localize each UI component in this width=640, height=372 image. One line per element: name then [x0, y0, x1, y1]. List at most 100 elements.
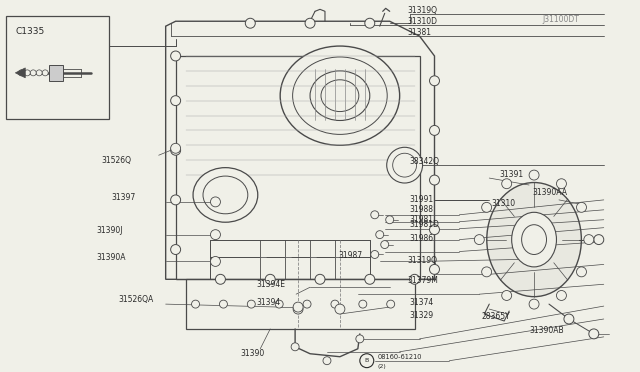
Circle shape [24, 70, 30, 76]
Circle shape [171, 244, 180, 254]
Circle shape [371, 250, 379, 259]
Circle shape [265, 274, 275, 284]
Circle shape [211, 197, 220, 207]
Text: 31394E: 31394E [256, 280, 285, 289]
Circle shape [356, 335, 364, 343]
Text: 31379M: 31379M [408, 276, 438, 285]
Circle shape [365, 274, 375, 284]
Text: 31394: 31394 [256, 298, 280, 307]
Text: (2): (2) [378, 364, 387, 369]
Circle shape [393, 153, 417, 177]
Circle shape [359, 300, 367, 308]
Text: 31390A: 31390A [96, 253, 125, 262]
Circle shape [556, 291, 566, 301]
Text: J31100DT: J31100DT [542, 15, 579, 24]
Circle shape [502, 291, 511, 301]
Polygon shape [49, 65, 63, 81]
Circle shape [429, 125, 440, 135]
Text: 31374: 31374 [410, 298, 434, 307]
Text: 31310D: 31310D [408, 17, 438, 26]
Circle shape [577, 267, 586, 277]
Ellipse shape [321, 80, 359, 112]
Circle shape [584, 235, 594, 244]
Bar [175, 56, 420, 279]
Ellipse shape [511, 212, 556, 267]
Text: 31981: 31981 [410, 215, 434, 224]
Circle shape [315, 274, 325, 284]
Circle shape [171, 195, 180, 205]
Circle shape [376, 231, 384, 238]
Circle shape [293, 302, 303, 312]
Circle shape [387, 300, 395, 308]
Circle shape [303, 300, 311, 308]
Circle shape [42, 70, 48, 76]
Text: 31329: 31329 [410, 311, 434, 320]
Text: 38342Q: 38342Q [410, 157, 440, 166]
Text: 31987: 31987 [338, 251, 362, 260]
Polygon shape [166, 21, 435, 279]
Text: 31390J: 31390J [96, 226, 122, 235]
Circle shape [171, 145, 180, 155]
Circle shape [429, 76, 440, 86]
Circle shape [360, 354, 374, 368]
Circle shape [291, 343, 299, 351]
Circle shape [331, 300, 339, 308]
Circle shape [474, 235, 484, 244]
Circle shape [429, 175, 440, 185]
Circle shape [386, 216, 394, 224]
Circle shape [429, 264, 440, 274]
Text: B: B [365, 358, 369, 363]
Text: C1335: C1335 [15, 27, 45, 36]
Circle shape [220, 300, 227, 308]
Circle shape [594, 235, 604, 244]
Circle shape [529, 170, 539, 180]
Circle shape [245, 18, 255, 28]
Text: 31319Q: 31319Q [408, 6, 438, 15]
Circle shape [410, 274, 420, 284]
Circle shape [171, 51, 180, 61]
Circle shape [529, 299, 539, 309]
Polygon shape [15, 68, 26, 78]
Circle shape [275, 300, 283, 308]
Text: 31391: 31391 [499, 170, 524, 179]
Ellipse shape [292, 57, 387, 134]
Circle shape [387, 147, 422, 183]
Text: 31390AB: 31390AB [529, 326, 564, 336]
Text: 31381: 31381 [408, 28, 431, 37]
Text: 31526QA: 31526QA [119, 295, 154, 304]
Circle shape [577, 202, 586, 212]
Circle shape [589, 329, 599, 339]
Circle shape [36, 70, 42, 76]
Circle shape [381, 241, 388, 248]
Circle shape [556, 179, 566, 189]
Circle shape [564, 314, 574, 324]
Ellipse shape [522, 225, 547, 254]
Text: 08160-61210: 08160-61210 [378, 354, 422, 360]
Text: 31390: 31390 [241, 349, 264, 358]
Text: 31981D: 31981D [410, 220, 440, 229]
Circle shape [216, 274, 225, 284]
Text: 31397: 31397 [111, 193, 135, 202]
Ellipse shape [193, 168, 258, 222]
Circle shape [371, 211, 379, 219]
Circle shape [191, 300, 200, 308]
Ellipse shape [203, 176, 248, 214]
Circle shape [30, 70, 36, 76]
Circle shape [19, 70, 24, 76]
Circle shape [247, 300, 255, 308]
Circle shape [305, 18, 315, 28]
Circle shape [482, 267, 492, 277]
Circle shape [293, 304, 303, 314]
Ellipse shape [280, 46, 399, 145]
Text: 31319Q: 31319Q [408, 256, 438, 265]
Circle shape [482, 202, 492, 212]
Circle shape [211, 256, 220, 266]
Text: 31988: 31988 [410, 205, 434, 214]
Circle shape [171, 143, 180, 153]
Text: 28365Y: 28365Y [481, 311, 510, 321]
Circle shape [323, 357, 331, 365]
Text: 31986: 31986 [410, 234, 434, 243]
Ellipse shape [310, 71, 370, 121]
Bar [6, 16, 109, 119]
Circle shape [429, 225, 440, 235]
